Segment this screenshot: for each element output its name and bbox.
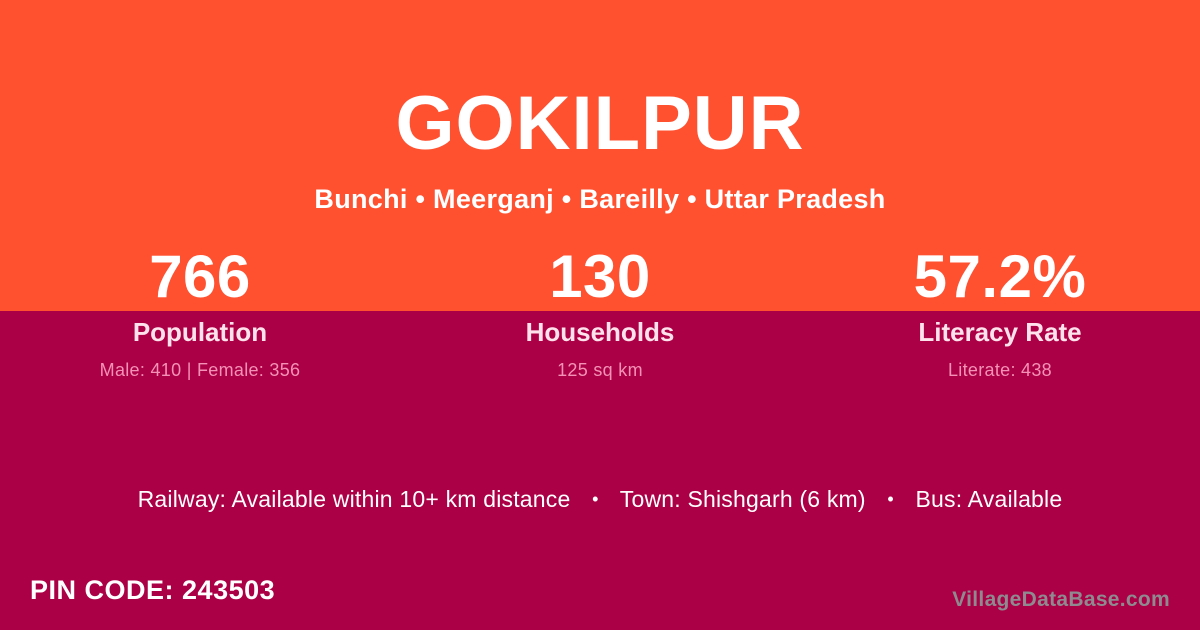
literacy-label: Literacy Rate <box>918 317 1082 347</box>
population-detail: Male: 410 | Female: 356 <box>99 360 301 380</box>
pin-code-label: PIN CODE: <box>30 575 175 605</box>
details-section <box>0 311 1200 630</box>
households-label: Households <box>525 317 675 347</box>
population-value: 766 <box>149 243 251 310</box>
stats-row: 766 Population Male: 410 | Female: 356 1… <box>0 246 1200 381</box>
literacy-value: 57.2% <box>913 243 1087 310</box>
households-detail: 125 sq km <box>557 360 643 380</box>
pin-code: PIN CODE: 243503 <box>30 575 275 606</box>
location-breadcrumb: Bunchi • Meerganj • Bareilly • Uttar Pra… <box>314 184 886 214</box>
town-info: Town: Shishgarh (6 km) <box>619 486 866 512</box>
separator-dot: • <box>887 489 894 509</box>
transport-info-line: Railway: Available within 10+ km distanc… <box>0 486 1200 513</box>
railway-info: Railway: Available within 10+ km distanc… <box>137 486 571 512</box>
stat-literacy: 57.2% Literacy Rate Literate: 438 <box>800 246 1200 381</box>
literacy-detail: Literate: 438 <box>948 360 1052 380</box>
village-title: GOKILPUR <box>395 81 805 166</box>
watermark-site-name: VillageDataBase.com <box>952 588 1170 611</box>
pin-code-value: 243503 <box>182 575 276 605</box>
header-section <box>0 0 1200 311</box>
households-value: 130 <box>549 243 651 310</box>
stat-households: 130 Households 125 sq km <box>400 246 800 381</box>
separator-dot: • <box>592 489 599 509</box>
stat-population: 766 Population Male: 410 | Female: 356 <box>0 246 400 381</box>
bus-info: Bus: Available <box>915 486 1063 512</box>
population-label: Population <box>132 317 268 347</box>
